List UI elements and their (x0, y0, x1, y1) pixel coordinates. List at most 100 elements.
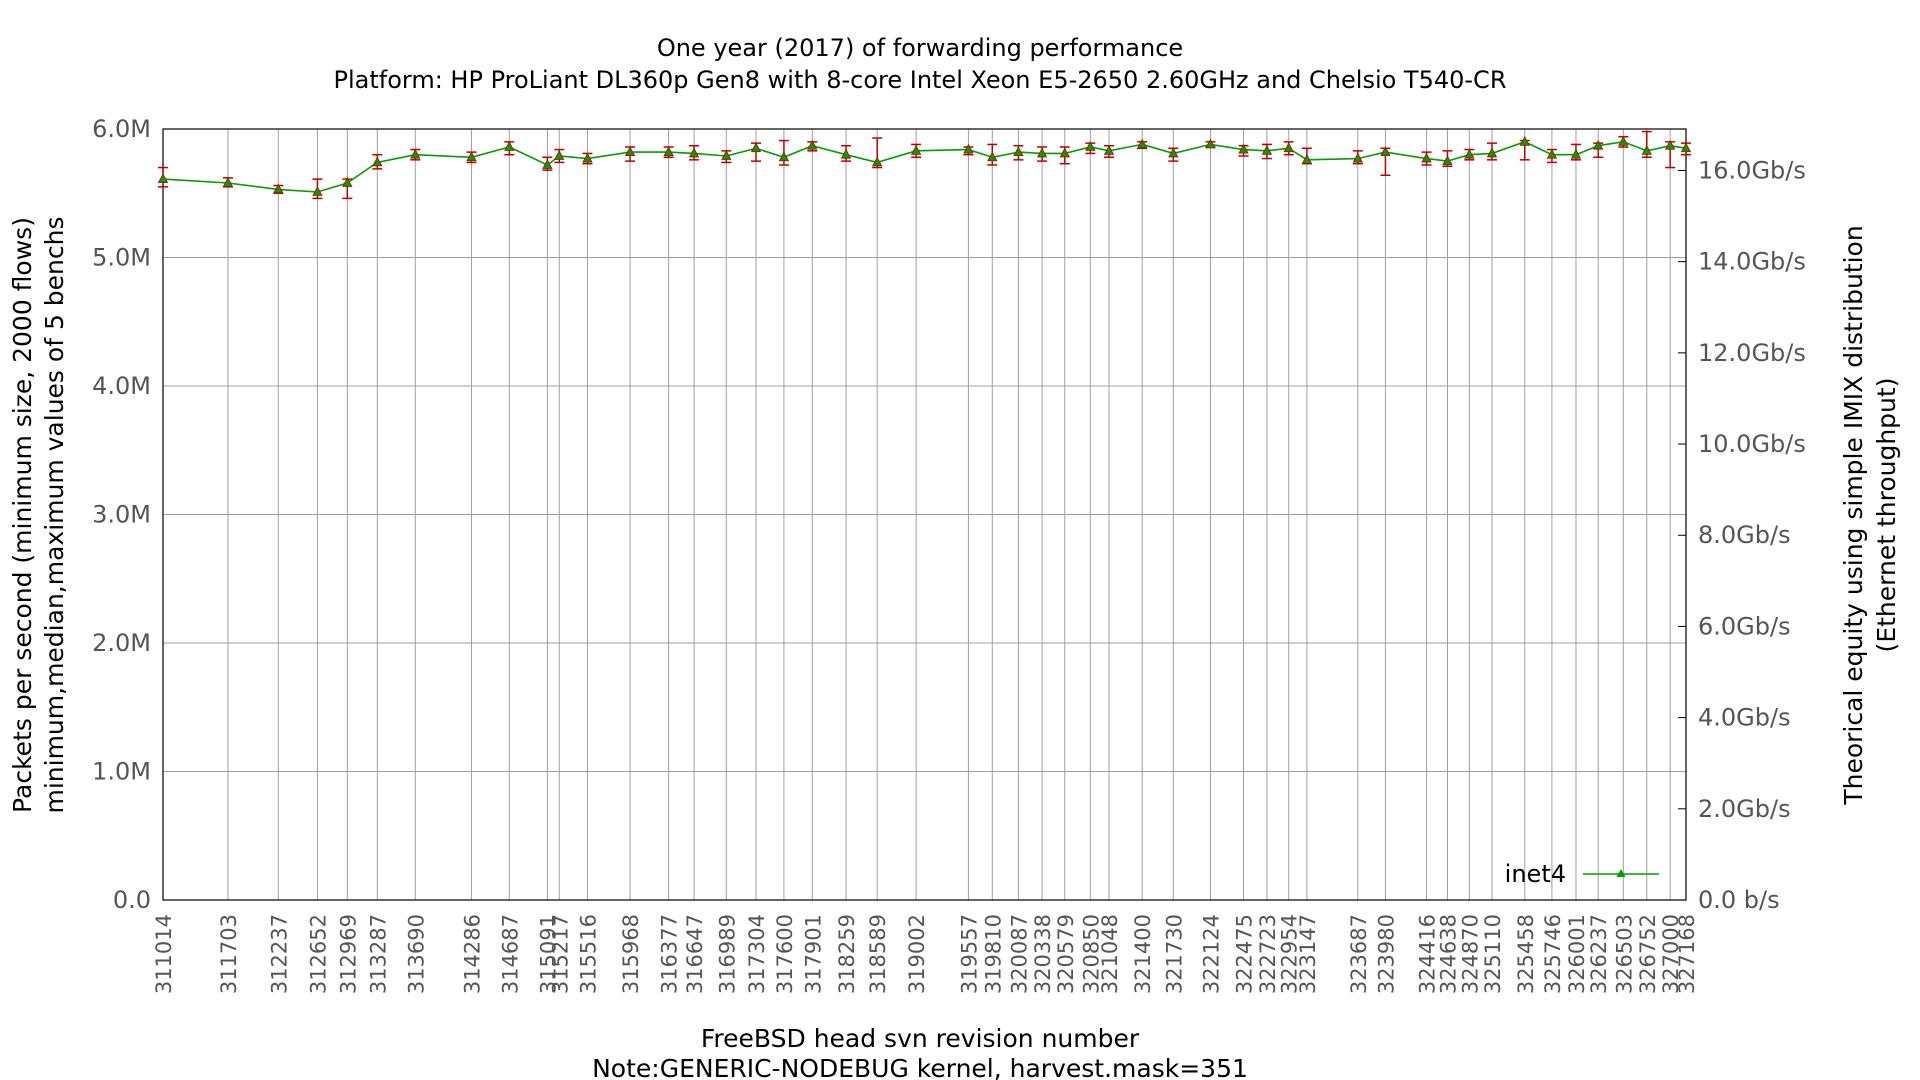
y-tick-label: 5.0M (92, 244, 151, 272)
data-point (1442, 150, 1453, 168)
y-axis-ticks: 0.0 1.0M 2.0M 3.0M 4.0M 5.0M 6.0M (92, 115, 151, 914)
x-tick-label: 311703 (217, 914, 241, 994)
median-marker (750, 142, 762, 153)
data-point (987, 143, 998, 166)
data-point (1283, 141, 1294, 156)
x-tick-label: 326237 (1587, 914, 1611, 994)
data-point (872, 137, 883, 169)
x-tick-label: 316377 (658, 914, 682, 994)
x-axis-title: FreeBSD head svn revision number (701, 1024, 1140, 1053)
y2-tick-label: 12.0Gb/s (1698, 339, 1806, 367)
chart-title: One year (2017) of forwarding performanc… (657, 34, 1183, 62)
data-point (1380, 146, 1391, 177)
data-point (1013, 144, 1024, 161)
x-tick-label: 315217 (548, 914, 572, 994)
x-tick-label: 325458 (1514, 914, 1538, 994)
data-point (342, 177, 353, 200)
y2-axis-ticks: 0.0 b/s 2.0Gb/s 4.0Gb/s 6.0Gb/s 8.0Gb/s 10.0G… (1678, 156, 1806, 914)
median-marker (1013, 146, 1024, 157)
x-tick-label: 314687 (498, 914, 522, 994)
data-point (554, 148, 565, 164)
median-marker (1486, 147, 1498, 158)
median-marker (542, 159, 553, 169)
data-point (807, 139, 818, 152)
y-tick-label: 2.0M (92, 629, 151, 657)
median-marker (504, 141, 515, 151)
x-tick-label: 321048 (1098, 914, 1122, 994)
median-marker (1380, 146, 1391, 157)
data-point (963, 143, 974, 156)
median-marker (466, 151, 477, 162)
data-point (1085, 141, 1096, 155)
x-tick-label: 322475 (1233, 914, 1257, 994)
median-marker (1593, 139, 1604, 150)
data-point (1137, 138, 1148, 150)
median-marker (1059, 147, 1070, 158)
data-point (1464, 148, 1475, 161)
x-tick-label: 322723 (1256, 914, 1280, 994)
legend: inet4 (1505, 860, 1659, 888)
y2-tick-label: 8.0Gb/s (1698, 521, 1791, 549)
median-marker (721, 150, 732, 160)
median-marker (963, 143, 974, 154)
y2-tick-label: 2.0Gb/s (1698, 795, 1791, 823)
x-tick-label: 326752 (1636, 914, 1660, 994)
median-marker (410, 148, 421, 159)
data-point (688, 144, 700, 161)
median-marker (987, 151, 998, 162)
grid (163, 129, 1686, 900)
y-tick-label: 3.0M (92, 501, 151, 529)
median-marker (910, 144, 922, 155)
data-point (466, 151, 477, 164)
median-marker (1301, 153, 1313, 164)
median-marker (1641, 144, 1652, 155)
median-marker (372, 156, 383, 167)
x-tick-label: 327168 (1675, 914, 1699, 994)
x-tick-label: 320579 (1054, 914, 1078, 994)
median-marker (1464, 148, 1475, 159)
y2-tick-label: 14.0Gb/s (1698, 248, 1806, 276)
legend-marker-inet4 (1616, 869, 1626, 877)
x-tick-label: 312237 (267, 914, 291, 994)
x-tick-label: 318259 (835, 914, 859, 994)
x-tick-label: 321730 (1162, 914, 1186, 994)
x-tick-label: 321400 (1131, 914, 1155, 994)
median-marker (1570, 148, 1582, 159)
data-point (1168, 147, 1179, 162)
data-point (721, 150, 732, 164)
median-marker (1137, 138, 1148, 149)
data-point (1570, 143, 1582, 161)
y2-tick-label: 0.0 b/s (1698, 886, 1780, 914)
data-point (222, 177, 234, 188)
median-marker (624, 146, 636, 157)
data-point (663, 146, 674, 159)
x-tick-label: 323980 (1374, 914, 1398, 994)
y2-tick-label: 4.0Gb/s (1698, 704, 1791, 732)
data-point (1261, 143, 1273, 160)
data-point (1546, 148, 1558, 164)
median-marker (554, 150, 565, 160)
x-tick-label: 316647 (683, 914, 707, 994)
median-marker (222, 177, 234, 187)
x-tick-label: 326503 (1612, 914, 1636, 994)
x-tick-label: 317901 (801, 914, 825, 994)
x-tick-label: 314286 (460, 914, 484, 994)
data-point (1036, 146, 1048, 162)
x-tick-label: 320087 (1007, 914, 1031, 994)
x-tick-label: 324870 (1458, 914, 1482, 994)
data-point (504, 141, 515, 156)
median-marker (807, 139, 818, 150)
x-tick-label: 315091 (536, 914, 560, 994)
median-marker (1618, 135, 1629, 146)
median-marker (1664, 139, 1676, 150)
x-tick-label: 317600 (773, 914, 797, 994)
data-point (1641, 130, 1652, 159)
y-tick-label: 1.0M (92, 758, 151, 786)
median-marker (1168, 147, 1179, 158)
median-marker (273, 183, 284, 194)
data-point (157, 166, 169, 188)
x-tick-label: 315516 (576, 914, 600, 994)
median-marker (1238, 143, 1249, 154)
y2-tick-label: 16.0Gb/s (1698, 156, 1806, 184)
